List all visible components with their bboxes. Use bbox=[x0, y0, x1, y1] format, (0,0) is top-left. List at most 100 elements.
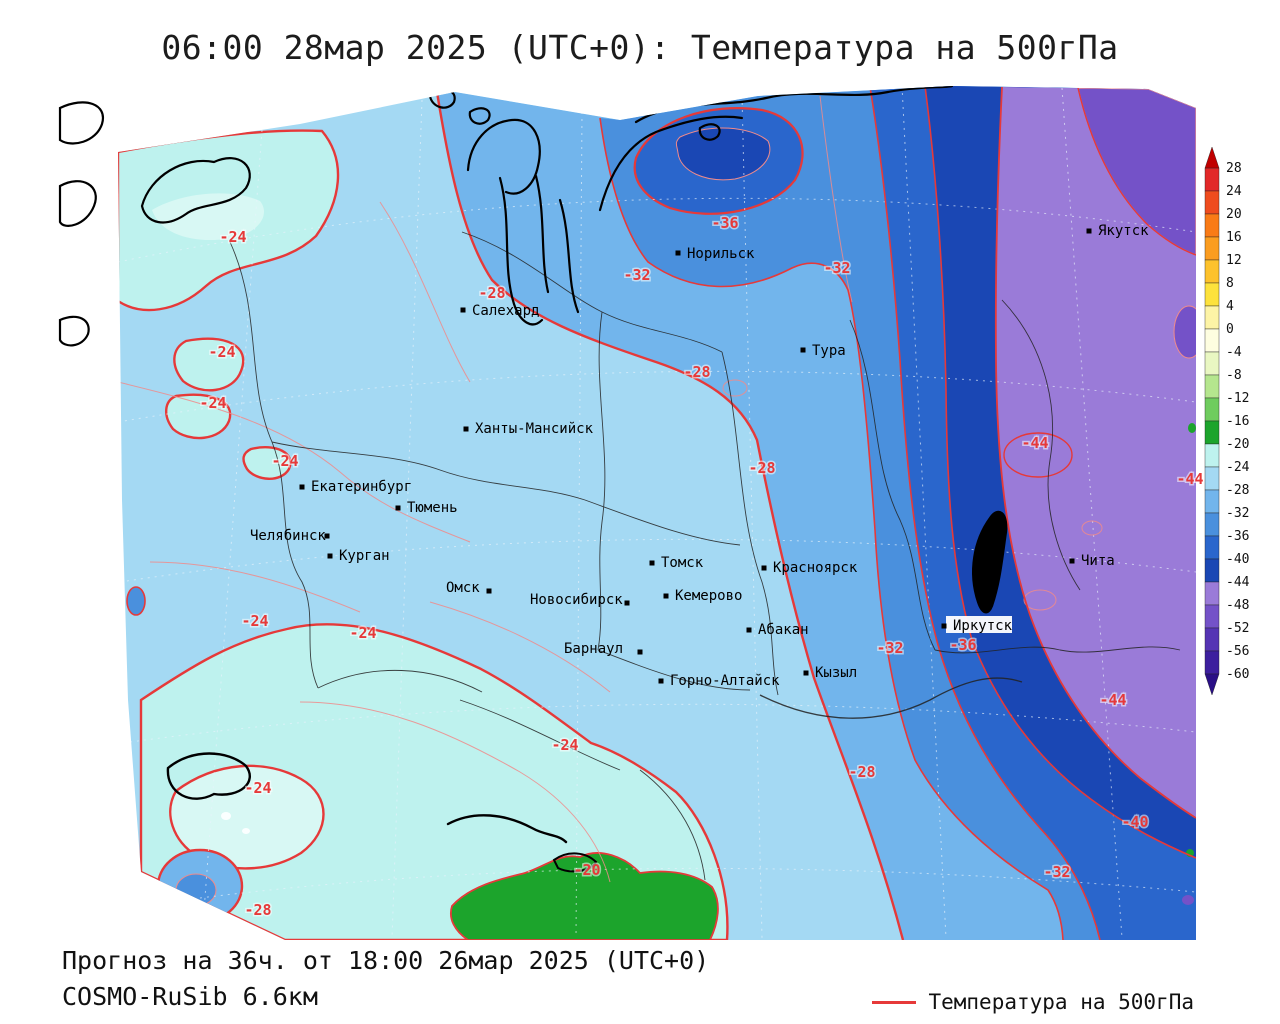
city-marker bbox=[463, 426, 469, 432]
contour-label: -24 bbox=[244, 779, 271, 797]
contour-label: -28 bbox=[848, 763, 875, 781]
city-marker bbox=[746, 627, 752, 633]
city-marker bbox=[800, 347, 806, 353]
contour-label: -32 bbox=[623, 266, 650, 284]
colorbar-tick: -44 bbox=[1226, 575, 1250, 590]
city-label: Омск bbox=[446, 580, 480, 596]
city-label: Норильск bbox=[687, 246, 755, 262]
colorbar-band bbox=[1204, 466, 1220, 491]
colorbar-tick: 0 bbox=[1226, 322, 1234, 337]
colorbar-tick: -52 bbox=[1226, 621, 1249, 636]
city-label: Тура bbox=[812, 343, 846, 359]
colorbar-arrow-top-icon bbox=[1204, 146, 1220, 169]
city-marker bbox=[1086, 228, 1092, 234]
city-label: Челябинск bbox=[250, 528, 326, 544]
temperature-fill-layers bbox=[118, 86, 1196, 940]
city-label: Красноярск bbox=[773, 560, 858, 576]
colorbar-tick: 28 bbox=[1226, 161, 1242, 176]
colorbar-band bbox=[1204, 443, 1220, 468]
city-marker bbox=[663, 593, 669, 599]
colorbar-band bbox=[1204, 282, 1220, 307]
city-label: Горно-Алтайск bbox=[670, 673, 780, 689]
map-title: 06:00 28мар 2025 (UTC+0): Температура на… bbox=[161, 28, 1119, 67]
contour-label: -44 bbox=[1021, 434, 1048, 452]
contour-label: -28 bbox=[244, 901, 271, 919]
contour-label: -24 bbox=[199, 394, 226, 412]
city-label: Чита bbox=[1081, 553, 1115, 569]
city-marker bbox=[637, 649, 643, 655]
contour-label: -36 bbox=[711, 214, 738, 232]
contour-label: -32 bbox=[876, 639, 903, 657]
city-label: Кемерово bbox=[675, 588, 742, 604]
colorbar-band bbox=[1204, 351, 1220, 376]
city-marker bbox=[1069, 558, 1075, 564]
colorbar-band bbox=[1204, 627, 1220, 652]
major-contours bbox=[435, 86, 1196, 940]
colorbar-tick: -24 bbox=[1226, 460, 1250, 475]
colorbar-band bbox=[1204, 328, 1220, 353]
city-layer: Норильск Салехард Тура Ханты-Мансийск Екатер… bbox=[250, 223, 1149, 689]
model-info: COSMO-RuSib 6.6км bbox=[62, 982, 318, 1011]
admin-borders bbox=[229, 231, 1181, 881]
colorbar-band bbox=[1204, 420, 1220, 445]
city-label: Барнаул bbox=[564, 641, 623, 657]
colorbar-band bbox=[1204, 581, 1220, 606]
colorbar-tick: -32 bbox=[1226, 506, 1249, 521]
colorbar-tick: -28 bbox=[1226, 483, 1249, 498]
contour-label: -28 bbox=[478, 284, 505, 302]
city-marker bbox=[327, 553, 333, 559]
coastlines bbox=[140, 86, 1008, 873]
city-label: Тюмень bbox=[407, 500, 458, 516]
colorbar-band bbox=[1204, 190, 1220, 215]
city-label: Новосибирск bbox=[530, 592, 623, 608]
contour-label: -24 bbox=[551, 736, 578, 754]
city-label: Салехард bbox=[472, 303, 539, 319]
contour-label: -24 bbox=[241, 612, 268, 630]
colorbar-tick: 12 bbox=[1226, 253, 1242, 268]
contour-label: -40 bbox=[1121, 813, 1148, 831]
contour-label: -28 bbox=[748, 459, 775, 477]
colorbar-tick: 24 bbox=[1226, 184, 1242, 199]
map-legend: Температура на 500гПа bbox=[872, 990, 1194, 1014]
city-label: Екатеринбург bbox=[311, 479, 412, 495]
colorbar-band bbox=[1204, 397, 1220, 422]
forecast-info: Прогноз на 36ч. от 18:00 26мар 2025 (UTC… bbox=[62, 946, 710, 975]
contour-label: -20 bbox=[573, 861, 600, 879]
contour-label: -24 bbox=[349, 624, 376, 642]
colorbar-tick: -8 bbox=[1226, 368, 1242, 383]
city-marker bbox=[803, 670, 809, 676]
colorbar: 28 24 20 16 12 8 4 0 -4 -8 -12 -16 -20 -24 -28 -32 -36 -4… bbox=[1204, 146, 1250, 696]
contour-label-layer: -24 -24 -24 -24 -24 -24 -24 -24 -28 -28 -28 -28 -28 -… bbox=[198, 213, 1205, 921]
city-marker bbox=[324, 533, 330, 539]
margin-coastlines bbox=[58, 101, 251, 800]
colorbar-band bbox=[1204, 213, 1220, 238]
colorbar-tick: 16 bbox=[1226, 230, 1242, 245]
contour-label: -36 bbox=[949, 636, 976, 654]
city-marker bbox=[395, 505, 401, 511]
irkutsk-label-background bbox=[946, 616, 1012, 633]
city-marker bbox=[941, 623, 947, 629]
colorbar-tick: -16 bbox=[1226, 414, 1249, 429]
colorbar-tick: -56 bbox=[1226, 644, 1249, 659]
city-label: Иркутск bbox=[953, 618, 1013, 634]
contour-label: -24 bbox=[219, 228, 246, 246]
minor-contours bbox=[118, 95, 1103, 883]
colorbar-tick: 20 bbox=[1226, 207, 1242, 222]
contour-label: -24 bbox=[271, 452, 298, 470]
city-label: Якутск bbox=[1098, 223, 1149, 239]
city-marker bbox=[658, 678, 664, 684]
colorbar-band bbox=[1204, 512, 1220, 537]
contour-label: -32 bbox=[1043, 863, 1070, 881]
city-marker bbox=[486, 588, 492, 594]
colorbar-tick: -40 bbox=[1226, 552, 1249, 567]
legend-line bbox=[872, 1000, 917, 1004]
colorbar-tick: 4 bbox=[1226, 299, 1234, 314]
city-label: Кызыл bbox=[815, 665, 857, 681]
colorbar-tick: -60 bbox=[1226, 667, 1249, 682]
colorbar-arrow-bottom-icon bbox=[1204, 673, 1220, 696]
contour-label: -28 bbox=[683, 363, 710, 381]
city-label: Курган bbox=[339, 548, 390, 564]
city-marker bbox=[299, 484, 305, 490]
contour-label: -44 bbox=[1099, 691, 1126, 709]
